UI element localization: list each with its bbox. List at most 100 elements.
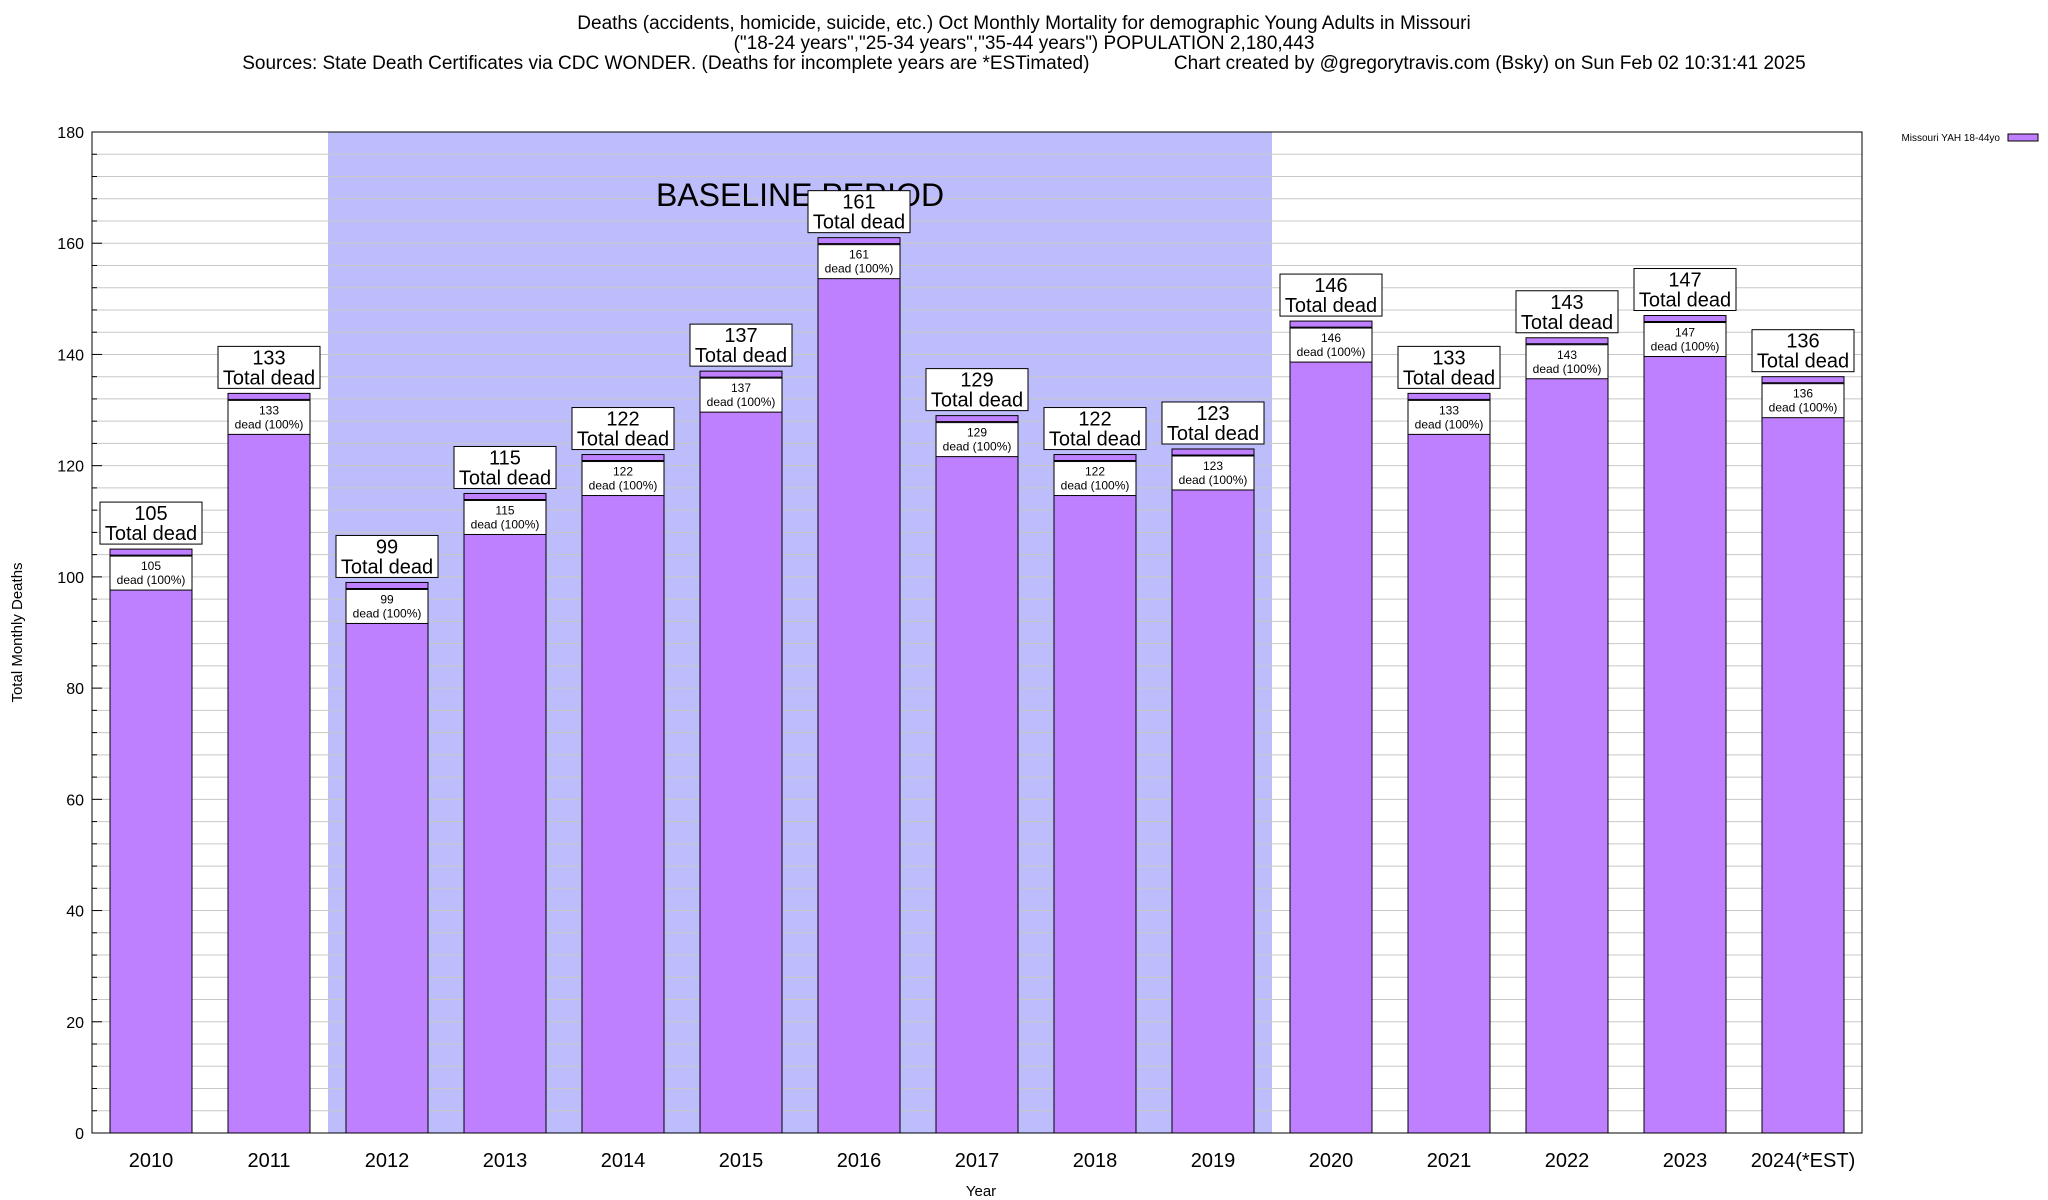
inner-percent-label: dead (100%): [1651, 340, 1720, 354]
inner-label-box: [581, 461, 665, 497]
bar: [1761, 376, 1845, 1134]
inner-value-label: 137: [731, 381, 751, 395]
inner-value-label: 133: [1439, 403, 1459, 417]
x-tick-label: 2018: [1073, 1150, 1118, 1172]
inner-percent-label: dead (100%): [1769, 401, 1838, 415]
x-tick-label: 2020: [1309, 1150, 1354, 1172]
inner-value-label: 147: [1675, 326, 1695, 340]
x-tick-label: 2015: [719, 1150, 764, 1172]
top-value-label: 105: [134, 503, 167, 525]
bar: [1053, 454, 1137, 1134]
inner-label-box: [935, 422, 1019, 458]
bar: [463, 492, 547, 1134]
title-line-1: Deaths (accidents, homicide, suicide, et…: [577, 13, 1471, 34]
bar: [1525, 337, 1609, 1134]
inner-percent-label: dead (100%): [825, 262, 894, 276]
top-value-label: 129: [960, 370, 993, 392]
inner-percent-label: dead (100%): [1061, 479, 1130, 493]
top-value-label: 122: [1078, 409, 1111, 431]
legend-swatch: [2007, 133, 2039, 142]
top-total-label: Total dead: [1639, 290, 1731, 312]
chart-title: Deaths (accidents, homicide, suicide, et…: [0, 14, 2048, 74]
x-tick-label: 2023: [1663, 1150, 1708, 1172]
bar: [699, 370, 783, 1134]
top-total-label: Total dead: [813, 212, 905, 234]
top-label-box: [1633, 268, 1737, 312]
inner-value-label: 123: [1203, 459, 1223, 473]
x-tick-label: 2017: [955, 1150, 1000, 1172]
x-axis-label: Year: [966, 1183, 996, 1200]
inner-percent-label: dead (100%): [1415, 417, 1484, 431]
top-total-label: Total dead: [341, 556, 433, 578]
top-value-label: 147: [1668, 270, 1701, 292]
bar: [227, 392, 311, 1134]
y-tick-label: 180: [57, 125, 84, 142]
top-label-box: [689, 323, 793, 367]
y-axis-label: Total Monthly Deaths: [9, 562, 26, 702]
inner-label-box: [1643, 322, 1727, 358]
inner-label-box: [1053, 461, 1137, 497]
x-tick-label: 2014: [601, 1150, 646, 1172]
inner-label-box: [1407, 399, 1491, 435]
top-total-label: Total dead: [577, 429, 669, 451]
top-label-box: [1751, 329, 1855, 373]
bar: [1407, 392, 1491, 1134]
top-label-box: [807, 190, 911, 234]
bar: [1643, 315, 1727, 1134]
top-label-box: [1397, 345, 1501, 389]
legend-label: Missouri YAH 18-44yo: [1901, 133, 2000, 144]
inner-percent-label: dead (100%): [353, 606, 422, 620]
top-value-label: 133: [252, 347, 285, 369]
inner-label-box: [1525, 344, 1609, 380]
inner-value-label: 133: [259, 403, 279, 417]
top-value-label: 133: [1432, 347, 1465, 369]
inner-value-label: 146: [1321, 331, 1341, 345]
inner-value-label: 122: [1085, 465, 1105, 479]
top-label-box: [217, 345, 321, 389]
x-tick-label: 2012: [365, 1150, 410, 1172]
inner-value-label: 122: [613, 465, 633, 479]
inner-percent-label: dead (100%): [235, 417, 304, 431]
inner-label-box: [817, 244, 901, 280]
y-tick-label: 140: [57, 347, 84, 364]
top-total-label: Total dead: [459, 467, 551, 489]
bar: [1289, 320, 1373, 1134]
inner-label-box: [463, 499, 547, 535]
inner-percent-label: dead (100%): [117, 573, 186, 587]
title-line-3: Sources: State Death Certificates via CD…: [242, 53, 1806, 74]
top-label-box: [453, 445, 557, 489]
bar: [1171, 448, 1255, 1134]
x-tick-label: 2024(*EST): [1751, 1150, 1856, 1172]
inner-percent-label: dead (100%): [1533, 362, 1602, 376]
top-label-box: [1043, 407, 1147, 451]
y-tick-label: 80: [66, 681, 84, 698]
top-value-label: 143: [1550, 292, 1583, 314]
top-total-label: Total dead: [105, 523, 197, 545]
top-value-label: 161: [842, 192, 875, 214]
top-total-label: Total dead: [1403, 367, 1495, 389]
bar: [345, 581, 429, 1134]
inner-percent-label: dead (100%): [707, 395, 776, 409]
bar: [581, 454, 665, 1134]
top-total-label: Total dead: [1757, 351, 1849, 373]
y-tick-label: 100: [57, 570, 84, 587]
inner-label-box: [1761, 383, 1845, 419]
inner-value-label: 105: [141, 559, 161, 573]
top-value-label: 137: [724, 325, 757, 347]
inner-label-box: [345, 588, 429, 624]
inner-percent-label: dead (100%): [471, 517, 540, 531]
top-total-label: Total dead: [223, 367, 315, 389]
top-value-label: 146: [1314, 275, 1347, 297]
x-tick-label: 2019: [1191, 1150, 1236, 1172]
top-total-label: Total dead: [1049, 429, 1141, 451]
inner-percent-label: dead (100%): [1297, 345, 1366, 359]
top-label-box: [335, 534, 439, 578]
bar: [935, 415, 1019, 1134]
top-total-label: Total dead: [931, 390, 1023, 412]
inner-percent-label: dead (100%): [943, 440, 1012, 454]
legend: Missouri YAH 18-44yo: [1901, 133, 2039, 144]
top-label-box: [1279, 273, 1383, 317]
inner-value-label: 136: [1793, 387, 1813, 401]
top-label-box: [1515, 290, 1619, 334]
top-total-label: Total dead: [1521, 312, 1613, 334]
